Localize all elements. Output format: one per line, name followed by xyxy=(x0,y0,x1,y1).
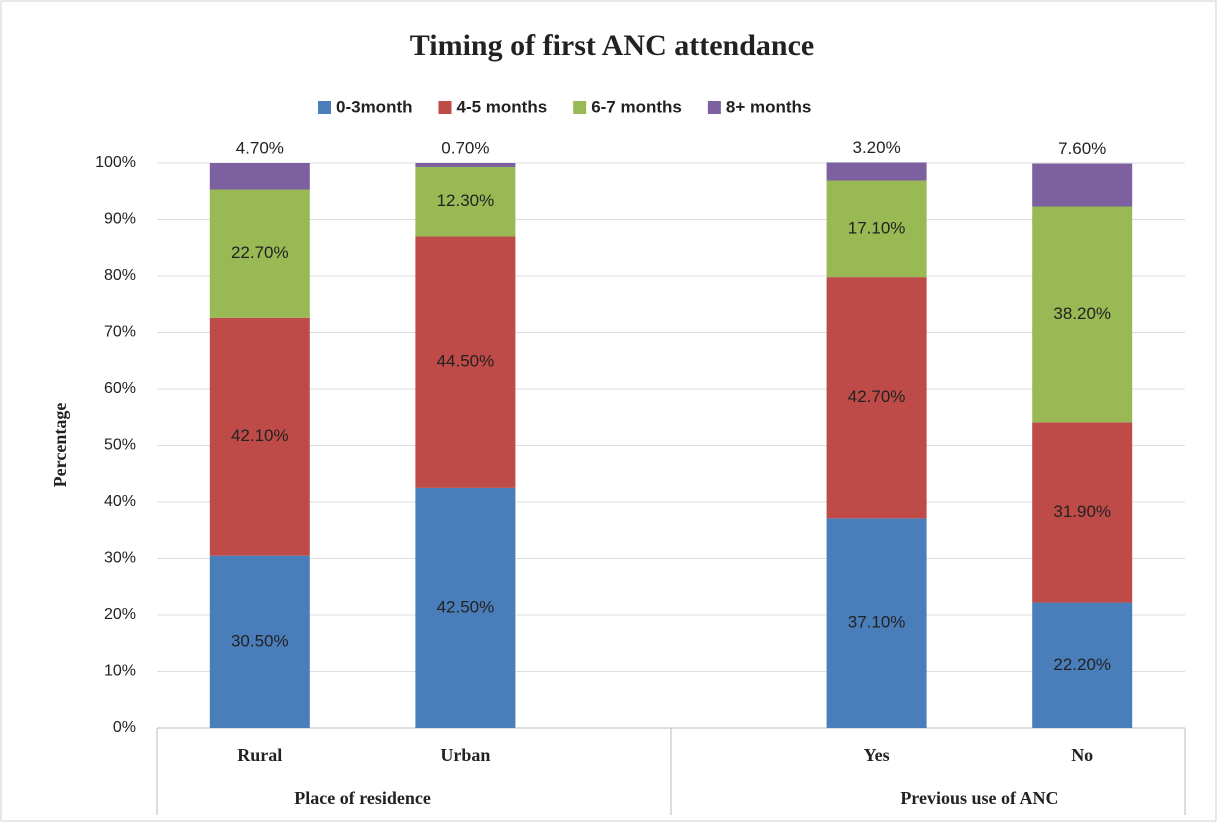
y-tick-label: 40% xyxy=(104,493,136,510)
y-tick-label: 10% xyxy=(104,663,136,680)
group-label: Previous use of ANC xyxy=(900,788,1058,808)
legend-label: 6-7 months xyxy=(591,97,682,116)
data-label: 0.70% xyxy=(441,138,489,157)
bar-segment xyxy=(209,189,310,318)
data-label: 30.50% xyxy=(231,631,289,650)
legend-label: 8+ months xyxy=(726,97,812,116)
bar-segment xyxy=(826,180,927,278)
x-tick-label: Yes xyxy=(864,745,890,765)
chart-title: Timing of first ANC attendance xyxy=(410,29,814,62)
data-label: 44.50% xyxy=(437,352,495,371)
y-tick-label: 0% xyxy=(113,719,136,736)
y-tick-label: 20% xyxy=(104,606,136,623)
data-label: 42.10% xyxy=(231,426,289,445)
y-tick-label: 70% xyxy=(104,324,136,341)
x-tick-label: Urban xyxy=(440,745,490,765)
bar-segment xyxy=(1032,206,1133,423)
data-label: 37.10% xyxy=(848,613,906,632)
data-label: 42.50% xyxy=(437,597,495,616)
data-label: 7.60% xyxy=(1058,139,1106,158)
bar-segment xyxy=(415,236,516,488)
data-label: 12.30% xyxy=(437,191,495,210)
bar-segment xyxy=(1032,422,1133,603)
data-label: 22.70% xyxy=(231,243,289,262)
data-label: 42.70% xyxy=(848,387,906,406)
y-tick-label: 50% xyxy=(104,437,136,454)
bar-segment xyxy=(209,163,310,190)
data-label: 3.20% xyxy=(852,138,900,157)
data-label: 4.70% xyxy=(236,138,284,157)
legend-swatch xyxy=(318,101,331,114)
legend-swatch xyxy=(573,101,587,114)
y-axis-title: Percentage xyxy=(50,403,70,488)
bar-segment xyxy=(415,166,516,237)
data-label: 17.10% xyxy=(848,218,906,237)
bar-segment xyxy=(826,162,927,181)
group-label: Place of residence xyxy=(294,788,431,808)
legend-label: 4-5 months xyxy=(457,97,548,116)
bar-segment xyxy=(415,163,516,167)
legend-swatch xyxy=(438,101,452,114)
data-label: 22.20% xyxy=(1053,655,1111,674)
y-tick-label: 30% xyxy=(104,550,136,567)
x-tick-label: Rural xyxy=(237,745,282,765)
bar-segment xyxy=(826,518,927,728)
bar-segment xyxy=(415,487,516,728)
y-tick-label: 100% xyxy=(95,154,136,171)
x-tick-label: No xyxy=(1071,745,1093,765)
y-tick-label: 90% xyxy=(104,211,136,228)
bar-segment xyxy=(209,317,310,556)
y-tick-label: 80% xyxy=(104,267,136,284)
data-label: 38.20% xyxy=(1053,304,1111,323)
bar-segment xyxy=(1032,163,1133,207)
bar-segment xyxy=(826,277,927,519)
legend-swatch xyxy=(707,101,721,114)
y-tick-label: 60% xyxy=(104,380,136,397)
bar-segment xyxy=(209,555,310,728)
legend-label: 0-3month xyxy=(336,97,413,116)
data-label: 31.90% xyxy=(1053,502,1111,521)
bar-segment xyxy=(1032,602,1133,728)
